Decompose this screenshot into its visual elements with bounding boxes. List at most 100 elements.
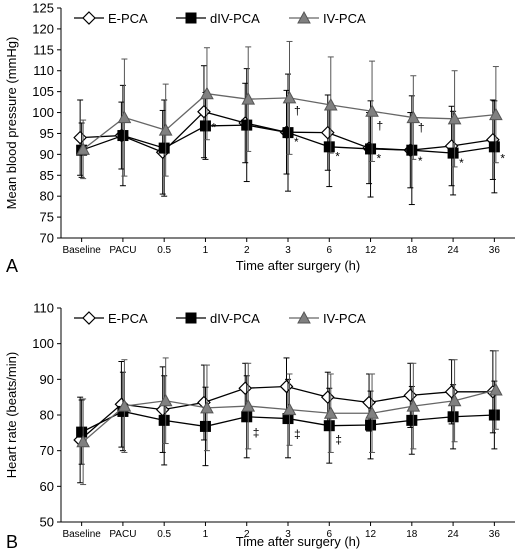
x-axis-label: Time after surgery (h) (236, 258, 361, 273)
x-tick-label: 18 (406, 245, 418, 256)
significance-mark: * (294, 135, 299, 149)
y-tick-label: 75 (40, 210, 54, 225)
data-point (323, 97, 338, 111)
x-tick-label: 1 (203, 529, 209, 540)
legend-marker (185, 312, 197, 324)
data-point (447, 147, 459, 159)
y-axis-label: Mean blood pressure (mmHg) (4, 37, 19, 210)
significance-mark: * (211, 120, 216, 134)
significance-mark: * (418, 154, 423, 168)
significance-mark: ‡ (253, 425, 260, 439)
y-tick-label: 50 (40, 515, 54, 530)
data-point (76, 426, 88, 438)
y-tick-label: 100 (32, 336, 54, 351)
data-point (362, 395, 376, 410)
legend-label: dIV-PCA (210, 311, 260, 326)
data-point (406, 144, 418, 156)
data-point (117, 399, 132, 412)
significance-mark: * (459, 156, 464, 170)
significance-mark: * (335, 150, 340, 164)
data-point (447, 411, 459, 423)
data-point (320, 125, 335, 140)
panel-a: A 70 75 80 85 90 95 100 105 110 115 120 125 Baseline P… (4, 1, 515, 276)
data-point (200, 86, 214, 100)
y-tick-label: 125 (32, 1, 54, 16)
data-point (282, 402, 297, 416)
data-point (199, 420, 211, 432)
x-tick-label: 1 (203, 245, 209, 256)
x-tick-label: Baseline (62, 245, 101, 256)
data-point (158, 414, 170, 426)
significance-mark: * (500, 152, 505, 166)
data-point (76, 434, 90, 448)
y-tick-label: 100 (32, 105, 54, 120)
data-point (406, 414, 418, 426)
data-point (76, 142, 90, 155)
legend-marker (297, 310, 311, 324)
y-tick-label: 70 (40, 231, 54, 246)
data-point (158, 142, 170, 154)
data-point (241, 411, 253, 423)
data-point (238, 381, 253, 396)
x-tick-label: 6 (326, 529, 332, 540)
data-point (279, 379, 294, 394)
y-tick-label: 85 (40, 168, 54, 183)
data-point (282, 90, 297, 104)
legend-marker (185, 12, 197, 24)
y-tick-label: 110 (33, 301, 54, 316)
series-div-pca (76, 371, 500, 467)
data-point (489, 107, 503, 121)
legend-marker (297, 10, 311, 24)
x-axis-label: Time after surgery (h) (236, 534, 361, 549)
y-tick-label: 105 (32, 84, 54, 99)
significance-mark: * (377, 152, 382, 166)
series-iv-pca (76, 40, 503, 180)
legend-marker (82, 11, 96, 25)
x-tick-label: 24 (448, 245, 460, 256)
data-point (489, 382, 503, 396)
legend-label: IV-PCA (323, 11, 366, 26)
x-tick-label: 36 (489, 245, 501, 256)
x-tick-label: 2 (244, 529, 250, 540)
data-point (158, 393, 173, 407)
data-point (158, 123, 173, 136)
legend-label: E-PCA (108, 11, 148, 26)
legend-label: dIV-PCA (210, 11, 260, 26)
y-tick-label: 80 (40, 408, 54, 423)
x-tick-label: 2 (244, 245, 250, 256)
x-tick-label: 6 (326, 245, 332, 256)
x-tick-label: 0.5 (157, 245, 171, 256)
y-tick-label: 120 (32, 21, 54, 36)
legend-label: E-PCA (108, 311, 148, 326)
significance-mark: † (377, 118, 384, 132)
legend: E-PCA dIV-PCA IV-PCA (74, 310, 366, 326)
data-point (323, 141, 335, 153)
data-point (320, 390, 335, 405)
data-point (488, 409, 500, 421)
series-div-pca (76, 68, 500, 206)
y-tick-label: 60 (40, 479, 54, 494)
legend: E-PCA dIV-PCA IV-PCA (74, 10, 366, 26)
y-tick-label: 90 (40, 147, 54, 162)
data-point (365, 143, 377, 155)
x-tick-label: Baseline (62, 529, 101, 540)
data-point (117, 130, 129, 142)
panel-letter: B (6, 532, 18, 551)
y-axis-label: Heart rate (beats/min) (4, 352, 19, 478)
y-tick-label: 90 (40, 372, 54, 387)
data-point (200, 400, 214, 414)
data-point (365, 419, 377, 431)
data-point (241, 399, 256, 412)
y-tick-label: 80 (40, 189, 54, 204)
data-point (323, 406, 338, 419)
significance-mark: ‡ (294, 427, 301, 441)
y-tick-label: 115 (33, 42, 54, 57)
data-point (365, 104, 379, 117)
legend-label: IV-PCA (323, 311, 366, 326)
y-tick-label: 110 (33, 63, 54, 78)
x-tick-label: PACU (109, 529, 136, 540)
x-tick-label: PACU (109, 245, 136, 256)
significance-mark: † (294, 104, 301, 118)
data-point (73, 130, 87, 145)
